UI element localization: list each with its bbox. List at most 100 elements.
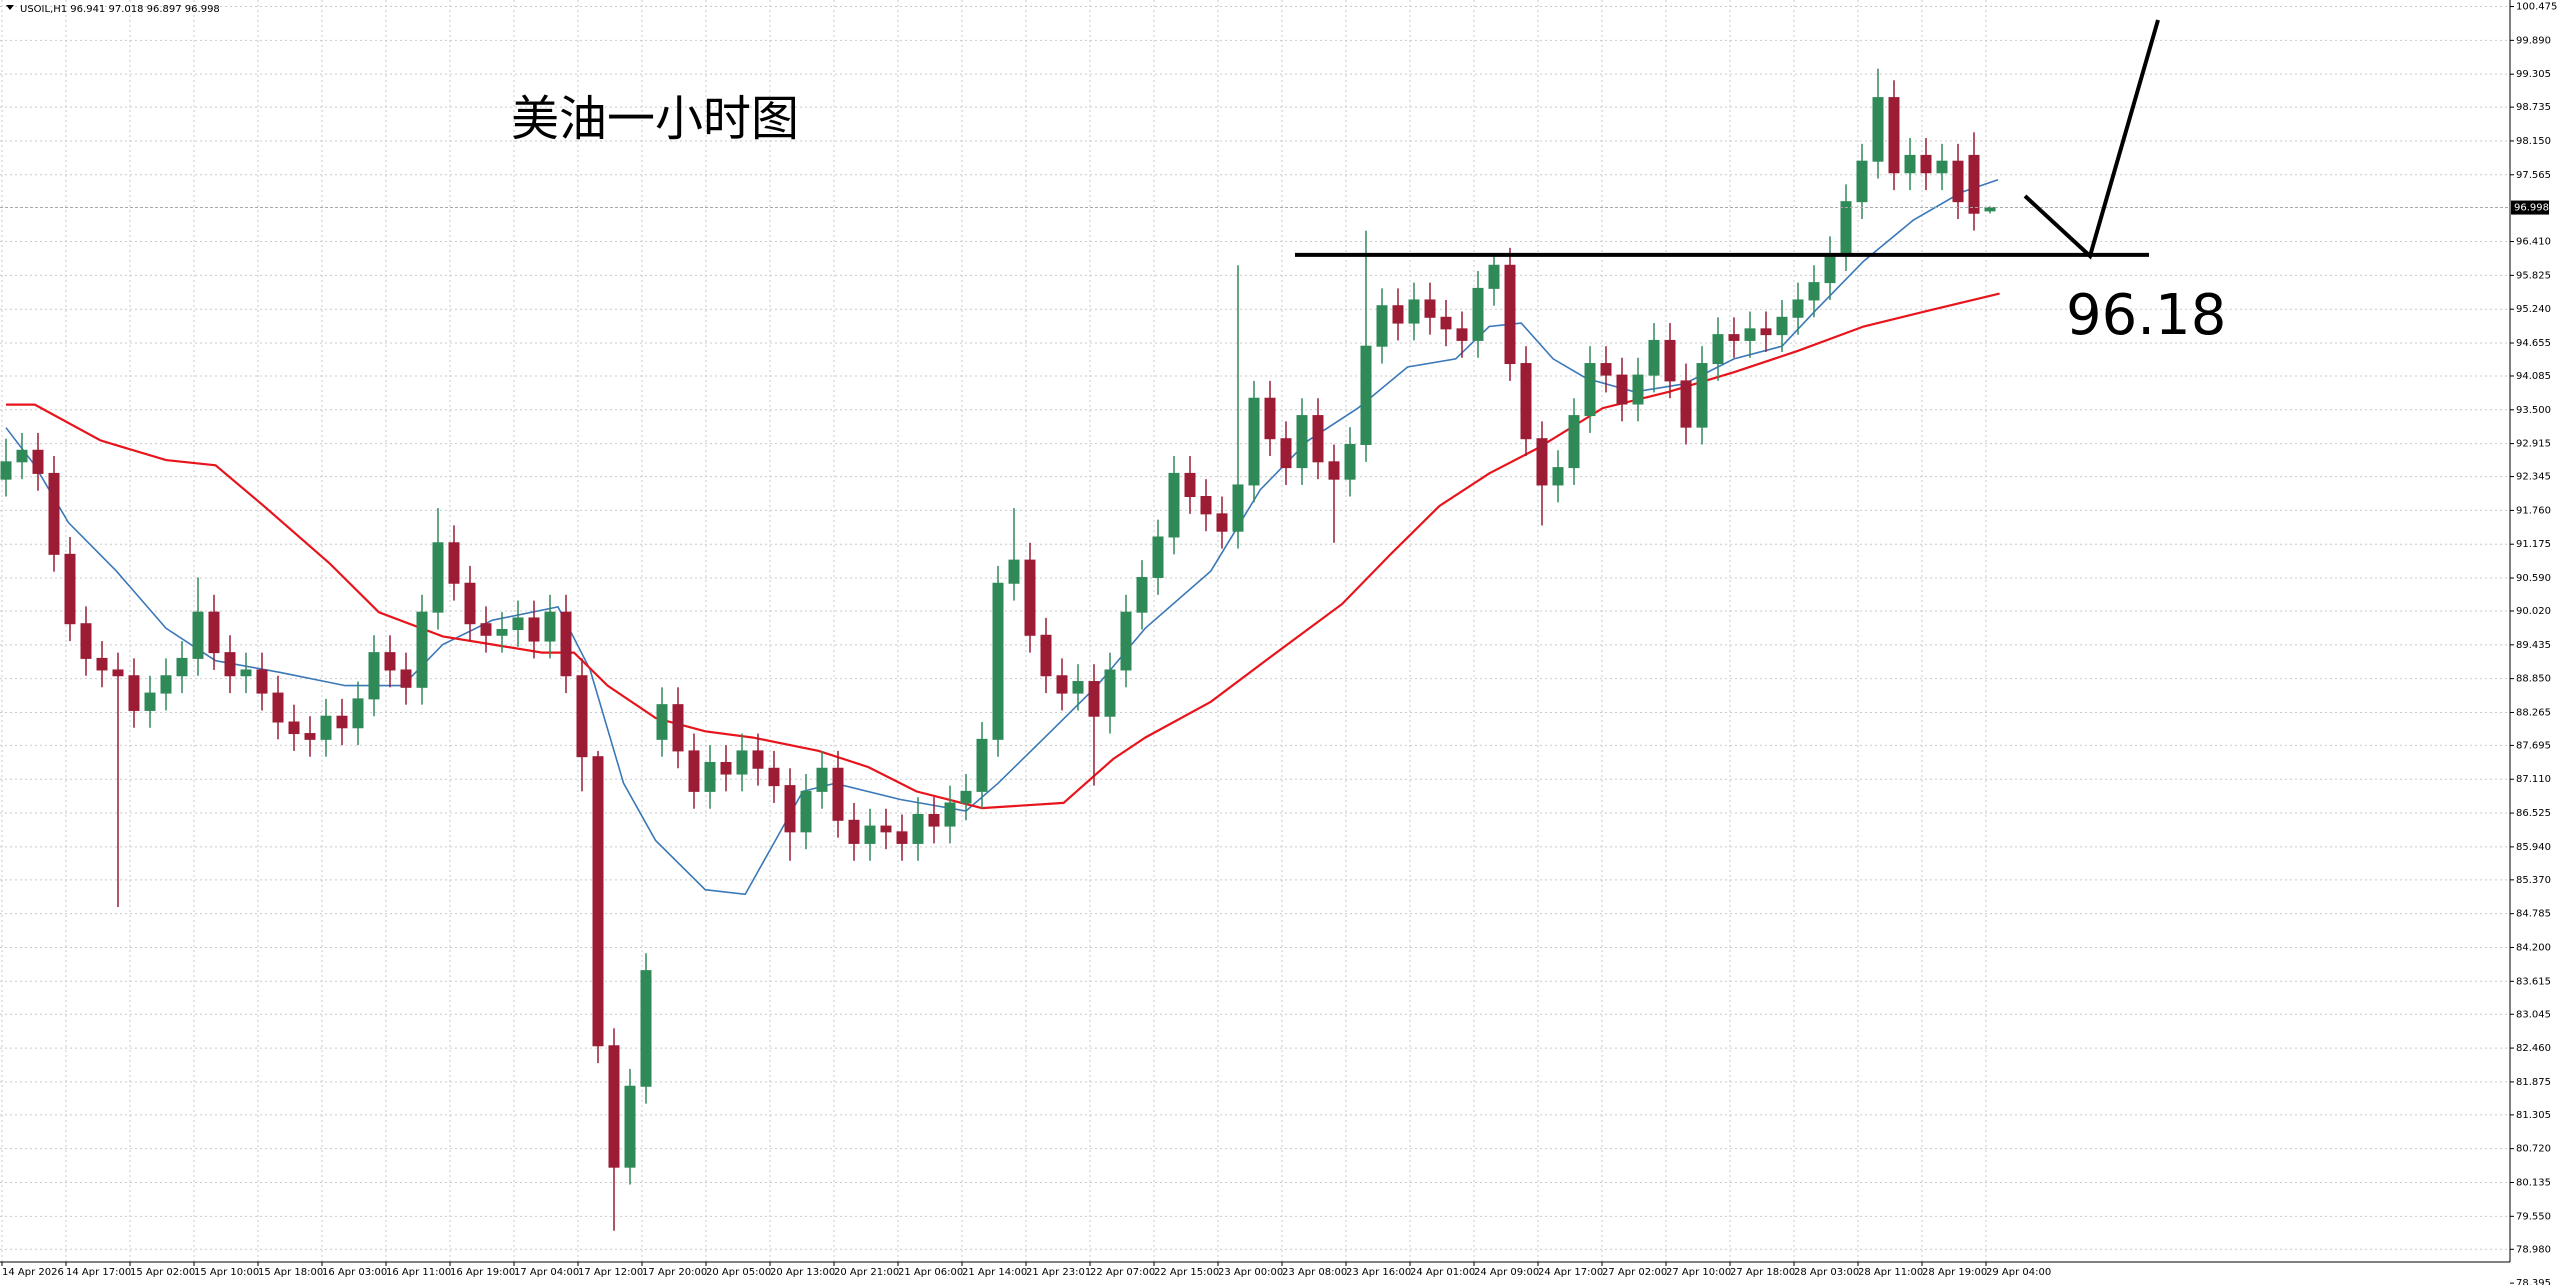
candle-body (480, 623, 492, 636)
candle-body (176, 657, 188, 677)
y-tick-label: 79.550 (2516, 1211, 2551, 1222)
candle-body (336, 715, 348, 729)
candle-body (1584, 363, 1596, 417)
x-tick-label: 15 Apr 10:00 (194, 1267, 259, 1278)
candle-body (208, 611, 220, 654)
y-tick-label: 85.940 (2516, 842, 2551, 853)
candle-body (192, 611, 204, 659)
x-tick-label: 16 Apr 19:00 (450, 1267, 515, 1278)
candle-body (768, 767, 780, 787)
candle-body (1616, 374, 1628, 405)
candle-body (992, 582, 1004, 740)
y-tick-label: 87.110 (2516, 774, 2551, 785)
x-tick-label: 29 Apr 04:00 (1986, 1267, 2051, 1278)
candle-body (448, 542, 460, 584)
y-tick-label: 98.150 (2516, 136, 2551, 147)
candle-body (16, 449, 28, 463)
candle-body (1728, 334, 1740, 341)
x-tick-label: 28 Apr 11:00 (1858, 1267, 1923, 1278)
x-tick-label: 20 Apr 05:00 (706, 1267, 771, 1278)
candle-body (432, 542, 444, 613)
candle-body (672, 704, 684, 752)
x-tick-label: 20 Apr 13:00 (770, 1267, 835, 1278)
candle-body (1760, 328, 1772, 336)
candle-body (816, 767, 828, 792)
candle-body (928, 814, 940, 827)
y-tick-label: 80.135 (2516, 1178, 2551, 1189)
candle-body (1664, 339, 1676, 382)
y-tick-label: 88.265 (2516, 707, 2551, 718)
candle-body (656, 704, 668, 740)
candle-body (96, 657, 108, 671)
candle-body (1856, 160, 1868, 203)
y-tick-label: 84.200 (2516, 942, 2551, 953)
y-tick-label: 100.475 (2516, 2, 2557, 13)
candle-body (416, 611, 428, 688)
y-tick-label: 93.500 (2516, 405, 2551, 416)
y-tick-label: 95.240 (2516, 304, 2551, 315)
candle-body (1936, 160, 1948, 174)
candle-body (1536, 438, 1548, 486)
x-tick-label: 14 Apr 17:00 (66, 1267, 131, 1278)
x-tick-label: 21 Apr 14:00 (962, 1267, 1027, 1278)
candle-body (1808, 282, 1820, 301)
moving-average (6, 292, 2000, 810)
candle-body (512, 617, 524, 630)
y-tick-label: 84.785 (2516, 909, 2551, 920)
candle-body (1792, 299, 1804, 318)
candle-body (1168, 472, 1180, 538)
candle-body (1184, 472, 1196, 498)
candle-body (1520, 363, 1532, 440)
y-tick-label: 78.395 (2516, 1278, 2551, 1285)
candle-body (880, 825, 892, 833)
x-tick-label: 14 Apr 2026 (2, 1267, 64, 1278)
candle-body (1104, 669, 1116, 717)
y-tick-label: 90.020 (2516, 606, 2551, 617)
candle-body (624, 1085, 636, 1168)
candle-body (688, 750, 700, 792)
candle-body (1568, 415, 1580, 469)
candle-body (1920, 154, 1932, 174)
x-tick-label: 27 Apr 18:00 (1730, 1267, 1795, 1278)
y-tick-label: 83.045 (2516, 1009, 2551, 1020)
y-tick-label: 91.760 (2516, 505, 2551, 516)
candle-body (1008, 559, 1020, 584)
y-tick-label: 86.525 (2516, 808, 2551, 819)
candle-body (256, 669, 268, 694)
x-tick-label: 15 Apr 02:00 (130, 1267, 195, 1278)
candle-body (832, 767, 844, 821)
candle-body (1408, 299, 1420, 324)
y-tick-label: 81.875 (2516, 1077, 2551, 1088)
x-tick-label: 23 Apr 16:00 (1346, 1267, 1411, 1278)
candle-body (720, 761, 732, 775)
candle-body (1328, 461, 1340, 480)
candle-body (576, 675, 588, 758)
candle-body (1504, 264, 1516, 365)
chart-title: USOIL,H1 96.941 97.018 96.897 96.998 (20, 4, 220, 15)
y-tick-label: 81.305 (2516, 1110, 2551, 1121)
candle-body (32, 449, 44, 474)
candle-body (912, 814, 924, 844)
x-tick-label: 22 Apr 15:00 (1154, 1267, 1219, 1278)
candle-body (848, 819, 860, 844)
candle-body (1824, 253, 1836, 284)
title-icon (6, 5, 14, 10)
y-tick-label: 78.980 (2516, 1244, 2551, 1255)
x-tick-label: 16 Apr 11:00 (386, 1267, 451, 1278)
candle-body (288, 721, 300, 735)
candle-body (272, 692, 284, 723)
candle-body (1072, 681, 1084, 694)
candle-body (1840, 201, 1852, 255)
x-tick-label: 21 Apr 06:00 (898, 1267, 963, 1278)
candle-body (1472, 287, 1484, 341)
y-tick-label: 96.410 (2516, 237, 2551, 248)
y-tick-label: 80.720 (2516, 1144, 2551, 1155)
candle-body (736, 750, 748, 775)
y-tick-label: 87.695 (2516, 740, 2551, 751)
x-tick-label: 27 Apr 10:00 (1666, 1267, 1731, 1278)
y-tick-label: 91.175 (2516, 539, 2551, 550)
y-tick-label: 92.915 (2516, 439, 2551, 450)
